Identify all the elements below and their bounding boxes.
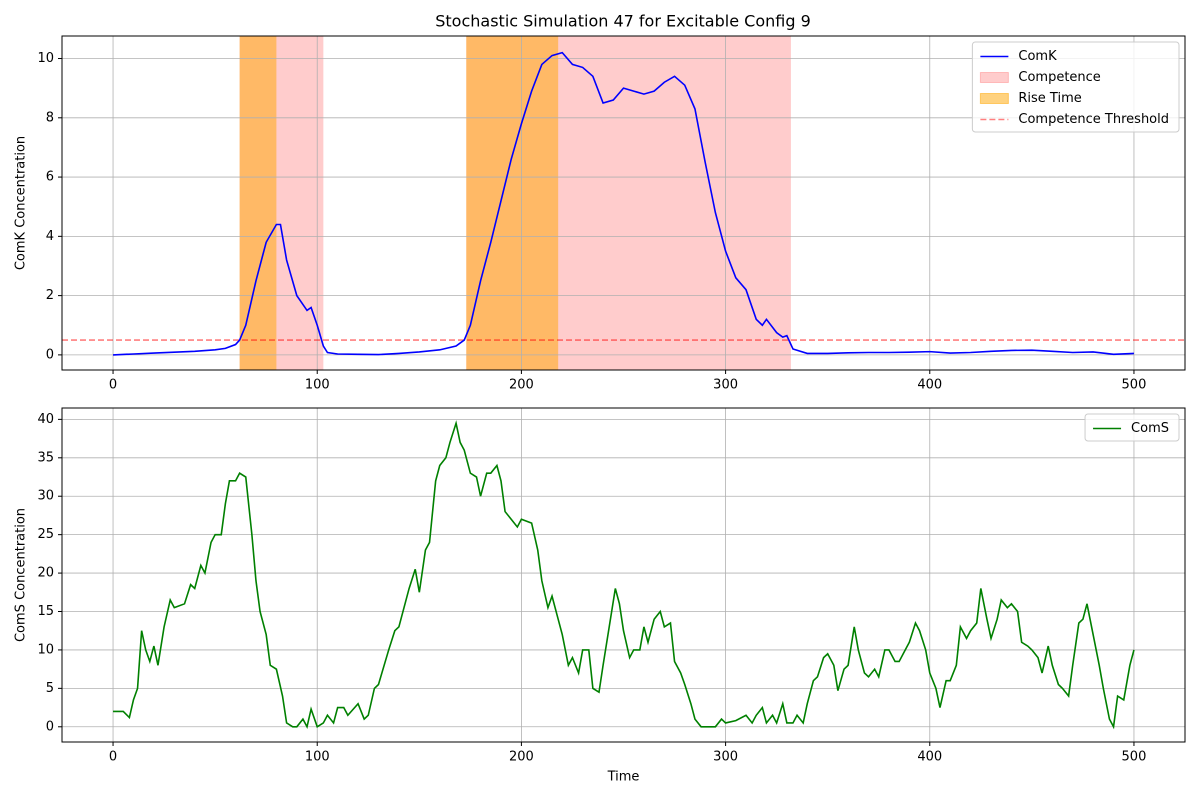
x-tick-label: 400 [917, 378, 942, 393]
x-tick-label: 300 [713, 750, 738, 765]
y-tick-label: 4 [46, 229, 54, 244]
y-tick-label: 10 [37, 642, 54, 657]
x-tick-label: 0 [109, 750, 117, 765]
axes-frame [61, 35, 1186, 371]
legend-swatch [979, 93, 1009, 104]
y-tick-label: 10 [37, 51, 54, 66]
x-tick-label: 0 [109, 378, 117, 393]
y-tick-label: 8 [46, 110, 54, 125]
x-tick-label: 300 [713, 378, 738, 393]
legend-swatch [979, 72, 1009, 83]
x-axis-label: Time [607, 770, 640, 785]
x-tick-label: 100 [305, 378, 330, 393]
y-tick-label: 25 [37, 527, 54, 542]
y-tick-label: 0 [46, 347, 54, 362]
shaded-span [466, 36, 559, 370]
data-line [113, 420, 1135, 730]
legend-label: ComS [1131, 421, 1169, 436]
legend-box [1084, 413, 1180, 442]
y-tick-label: 30 [37, 489, 54, 504]
legend: ComK Competence Rise Time Competence Thresh… [971, 41, 1180, 133]
x-tick-label: 400 [917, 750, 942, 765]
x-tick-label: 200 [509, 750, 534, 765]
x-tick-label: 200 [509, 378, 534, 393]
x-tick-label: 100 [305, 750, 330, 765]
y-tick-label: 35 [37, 450, 54, 465]
legend-label: ComK [1018, 49, 1057, 64]
legend-label: Competence [1018, 70, 1100, 85]
y-axis-label: ComK Concentration [14, 136, 29, 270]
y-tick-label: 5 [46, 681, 54, 696]
y-tick-label: 15 [37, 604, 54, 619]
y-tick-label: 2 [46, 288, 54, 303]
legend-label: Competence Threshold [1018, 112, 1169, 127]
axes-frame [61, 407, 1186, 743]
chart-title: Stochastic Simulation 47 for Excitable C… [435, 12, 811, 31]
data-line [113, 51, 1134, 356]
legend-label: Rise Time [1018, 91, 1081, 106]
shaded-span [239, 36, 277, 370]
y-tick-label: 6 [46, 170, 54, 185]
y-axis-label: ComS Concentration [14, 508, 29, 642]
legend-box [971, 41, 1180, 133]
legend: ComS [1084, 413, 1180, 442]
x-tick-label: 500 [1122, 378, 1147, 393]
y-tick-label: 40 [37, 412, 54, 427]
x-tick-label: 500 [1122, 750, 1147, 765]
y-tick-label: 0 [46, 719, 54, 734]
y-tick-label: 20 [37, 566, 54, 581]
